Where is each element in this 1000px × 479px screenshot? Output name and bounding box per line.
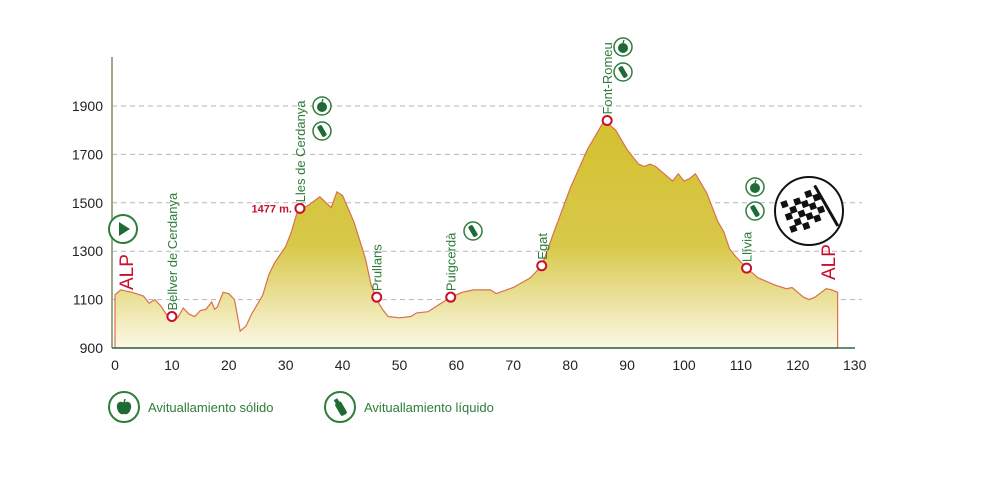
apple-icon bbox=[745, 177, 765, 197]
x-tick-label: 100 bbox=[672, 357, 696, 373]
x-tick-label: 130 bbox=[843, 357, 867, 373]
x-tick-label: 110 bbox=[730, 357, 753, 373]
waypoint-marker bbox=[741, 262, 753, 274]
x-tick-label: 0 bbox=[111, 357, 119, 373]
x-tick-label: 40 bbox=[335, 357, 351, 373]
apple-icon bbox=[613, 37, 633, 57]
x-tick-labels: 0 10 20 30 40 50 60 70 80 90 100 110 120 130 bbox=[111, 357, 866, 373]
x-tick-label: 70 bbox=[506, 357, 522, 373]
waypoints: Bellver de Cerdanya Lles de Cerdanya1477 … bbox=[165, 42, 755, 323]
bottle-icon bbox=[324, 391, 356, 423]
x-tick-label: 120 bbox=[786, 357, 810, 373]
y-tick-label: 1700 bbox=[72, 146, 103, 162]
waypoint-marker bbox=[371, 291, 383, 303]
y-tick-label: 1900 bbox=[72, 98, 103, 114]
legend-solid: Avituallamiento sólido bbox=[108, 391, 274, 423]
waypoint-label: Lles de Cerdanya bbox=[293, 100, 308, 203]
start-icon bbox=[108, 214, 138, 244]
waypoint-label: Llívia bbox=[740, 231, 755, 262]
legend-solid-label: Avituallamiento sólido bbox=[148, 399, 274, 415]
y-tick-label: 900 bbox=[80, 340, 104, 356]
waypoint-marker bbox=[294, 202, 306, 214]
x-tick-label: 20 bbox=[221, 357, 237, 373]
start-label: ALP bbox=[117, 254, 138, 290]
y-tick-labels: 900 1100 1300 1500 1700 1900 bbox=[72, 98, 103, 356]
x-tick-label: 50 bbox=[392, 357, 408, 373]
y-tick-label: 1100 bbox=[73, 292, 103, 308]
legend-liquid-label: Avituallamiento líquido bbox=[364, 399, 494, 415]
bottle-icon bbox=[613, 62, 633, 82]
x-tick-label: 30 bbox=[278, 357, 294, 373]
x-tick-label: 80 bbox=[562, 357, 578, 373]
y-tick-label: 1300 bbox=[72, 243, 103, 259]
waypoint-marker bbox=[166, 311, 178, 323]
waypoint-label: Font-Romeu bbox=[600, 42, 615, 114]
waypoint-marker bbox=[536, 260, 548, 272]
waypoint-marker bbox=[601, 115, 613, 127]
bottle-icon bbox=[312, 121, 332, 141]
bottle-icon bbox=[463, 221, 483, 241]
waypoint-label: Egat bbox=[535, 233, 550, 260]
apple-icon bbox=[108, 391, 140, 423]
y-tick-label: 1500 bbox=[72, 195, 103, 211]
finish-flag-icon bbox=[774, 176, 844, 246]
finish-label: ALP bbox=[819, 244, 840, 280]
waypoint-label: Bellver de Cerdanya bbox=[165, 192, 180, 311]
elevation-area bbox=[114, 119, 839, 349]
bottle-icon bbox=[745, 201, 765, 221]
x-tick-label: 90 bbox=[619, 357, 635, 373]
x-tick-label: 10 bbox=[164, 357, 180, 373]
x-tick-label: 60 bbox=[449, 357, 465, 373]
waypoint-marker bbox=[445, 291, 457, 303]
legend-liquid: Avituallamiento líquido bbox=[324, 391, 494, 423]
altitude-label: 1477 m. bbox=[252, 203, 292, 215]
waypoint-label: Prullans bbox=[370, 244, 385, 291]
apple-icon bbox=[312, 96, 332, 116]
waypoint-label: Puigcerdà bbox=[444, 232, 459, 291]
